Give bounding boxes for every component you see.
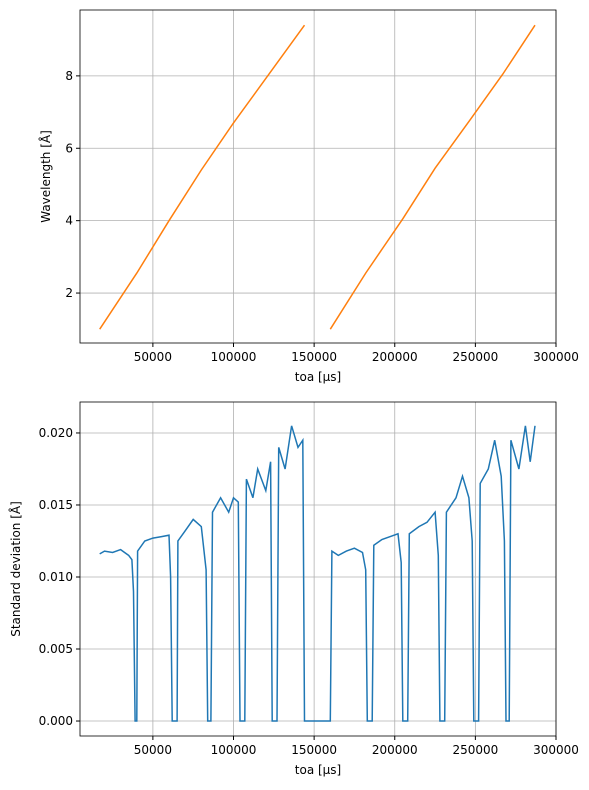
y-axis-label: Standard deviation [Å] <box>8 501 23 637</box>
plot-frame <box>79 401 557 737</box>
y-tick-label: 0.015 <box>39 498 73 512</box>
x-tick-label: 250000 <box>452 350 498 364</box>
y-tick-label: 0.020 <box>39 426 73 440</box>
x-tick-label: 50000 <box>134 350 172 364</box>
x-tick-label: 300000 <box>533 350 579 364</box>
data-line <box>99 425 536 722</box>
x-tick-label: 200000 <box>372 743 418 757</box>
y-tick-label: 8 <box>65 69 73 83</box>
y-tick-label: 0.010 <box>39 570 73 584</box>
x-tick-label: 200000 <box>372 350 418 364</box>
x-tick-label: 300000 <box>533 743 579 757</box>
y-tick-label: 2 <box>65 286 73 300</box>
x-tick-label: 250000 <box>452 743 498 757</box>
y-tick-label: 0.000 <box>39 714 73 728</box>
y-tick-label: 0.005 <box>39 642 73 656</box>
x-tick-label: 50000 <box>134 743 172 757</box>
x-tick-label: 150000 <box>291 743 337 757</box>
plot-frame <box>79 9 557 344</box>
y-tick-label: 6 <box>65 141 73 155</box>
x-tick-label: 100000 <box>211 743 257 757</box>
x-tick-label: 100000 <box>211 350 257 364</box>
y-axis-label: Wavelength [Å] <box>38 130 53 223</box>
data-line <box>99 24 536 330</box>
y-tick-label: 4 <box>65 214 73 228</box>
x-axis-label: toa [µs] <box>295 763 341 777</box>
x-axis-label: toa [µs] <box>295 370 341 384</box>
x-tick-label: 150000 <box>291 350 337 364</box>
